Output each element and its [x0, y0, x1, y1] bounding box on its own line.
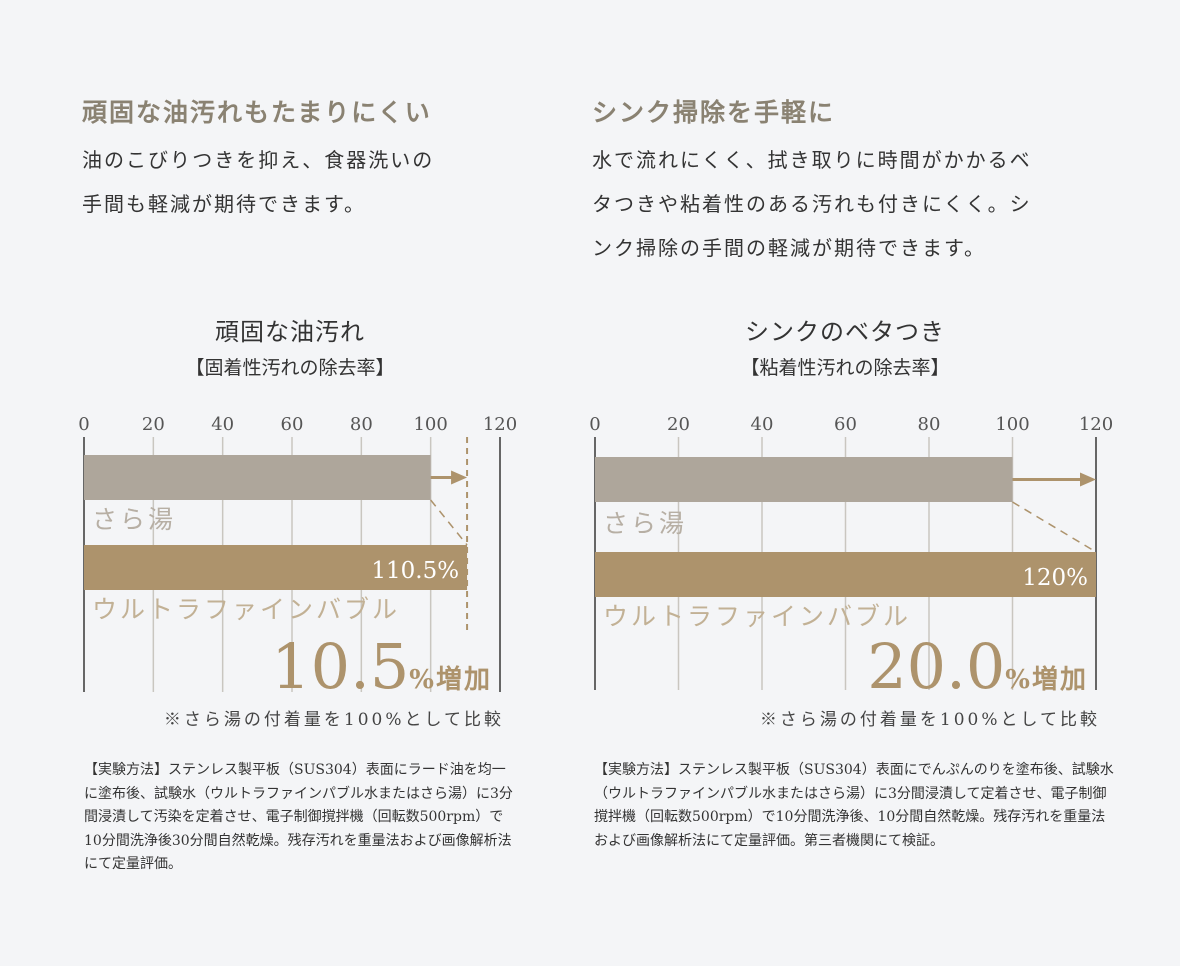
lead-line: タつきや粘着性のある汚れも付きにくく。シ	[592, 192, 1032, 216]
section-heading: 頑固な油汚れもたまりにくい	[82, 98, 432, 127]
connector-dashed-line	[430, 499, 468, 546]
x-tick-label: 20	[667, 414, 690, 435]
increase-unit: %増加	[409, 665, 492, 695]
x-tick-label: 120	[483, 414, 517, 435]
x-tick-label: 20	[142, 414, 165, 435]
x-tick-label: 100	[995, 414, 1029, 435]
section-heading: シンク掃除を手軽に	[592, 98, 836, 127]
increase-highlight: 10.5%増加	[271, 630, 492, 703]
chart-title: 頑固な油汚れ	[215, 318, 365, 346]
chart-subtitle: 【固着性汚れの除去率】	[185, 357, 395, 379]
x-tick-label: 0	[589, 414, 600, 435]
section-lead: 水で流れにくく、拭き取りに時間がかかるベ タつきや粘着性のある汚れも付きにくく。…	[592, 138, 1032, 270]
chart-title: シンクのベタつき	[745, 318, 945, 346]
section-lead: 油のこびりつきを抑え、食器洗いの 手間も軽減が期待できます。	[82, 138, 434, 226]
bar	[84, 545, 468, 590]
increase-highlight: 20.0%増加	[867, 630, 1088, 703]
bar	[595, 552, 1096, 597]
bar	[84, 455, 431, 500]
x-tick-label: 40	[211, 414, 234, 435]
x-tick-label: 120	[1079, 414, 1113, 435]
x-tick-label: 100	[413, 414, 447, 435]
increase-number: 10.5	[271, 630, 410, 703]
experiment-method: 【実験方法】ステンレス製平板（SUS304）表面にでんぷんのりを塗布後、試験水（…	[594, 762, 1114, 849]
experiment-method: 【実験方法】ステンレス製平板（SUS304）表面にラード油を均一に塗布後、試験水…	[84, 762, 513, 872]
x-tick-label: 60	[834, 414, 857, 435]
lead-line: 水で流れにくく、拭き取りに時間がかかるベ	[592, 148, 1032, 172]
lead-line: ンク掃除の手間の軽減が期待できます。	[592, 236, 986, 260]
arrow-head-icon	[451, 470, 468, 485]
category-label: さら湯	[603, 509, 687, 538]
footnote: ※さら湯の付着量を100%として比較	[759, 710, 1100, 730]
x-tick-label: 80	[918, 414, 941, 435]
x-tick-label: 0	[78, 414, 89, 435]
increase-unit: %増加	[1005, 665, 1088, 695]
lead-line: 手間も軽減が期待できます。	[82, 192, 366, 216]
value-label: 110.5%	[371, 558, 459, 584]
x-tick-label: 60	[281, 414, 304, 435]
lead-line: 油のこびりつきを抑え、食器洗いの	[82, 148, 435, 172]
footnote: ※さら湯の付着量を100%として比較	[163, 710, 504, 730]
bar	[595, 457, 1013, 502]
arrow-head-icon	[1080, 472, 1096, 487]
category-label: さら湯	[92, 505, 176, 534]
value-label: 120%	[1022, 565, 1088, 591]
category-label: ウルトラファインバブル	[92, 595, 400, 624]
category-label: ウルトラファインバブル	[603, 602, 911, 631]
x-tick-label: 40	[751, 414, 774, 435]
increase-number: 20.0	[867, 630, 1006, 703]
connector-dashed-line	[1012, 501, 1097, 553]
x-tick-label: 80	[350, 414, 373, 435]
chart-subtitle: 【粘着性汚れの除去率】	[740, 357, 950, 379]
